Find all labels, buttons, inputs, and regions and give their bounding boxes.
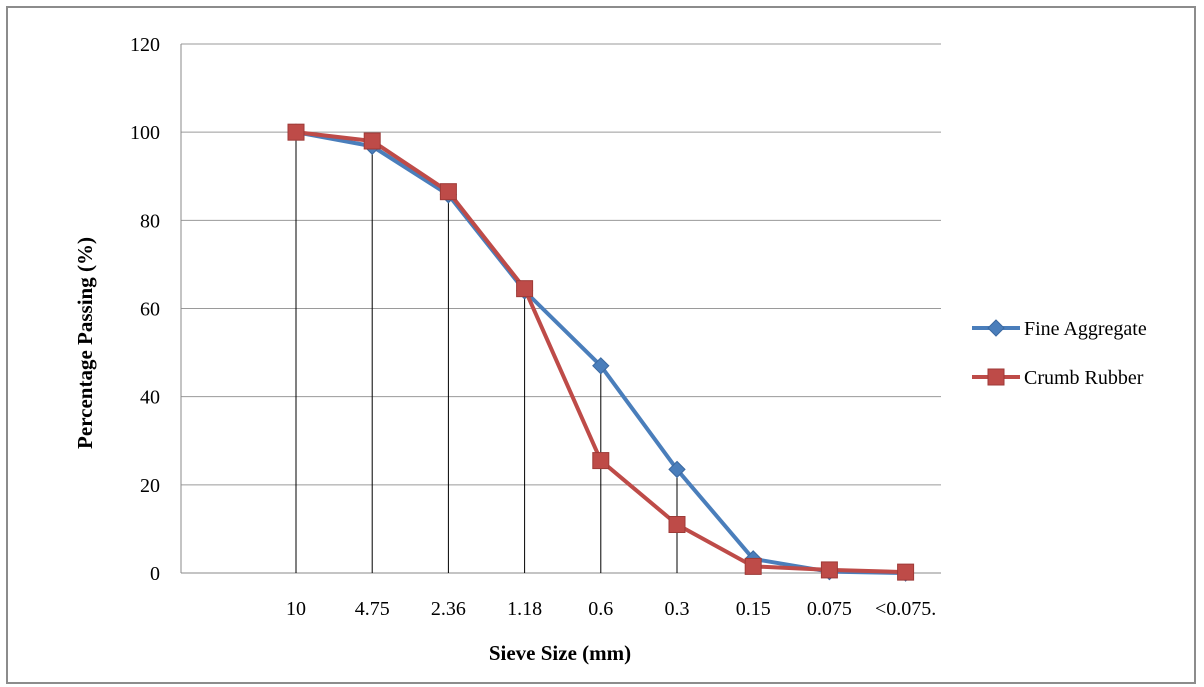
series-group bbox=[287, 123, 915, 582]
point-0-4 bbox=[592, 357, 610, 375]
point-0-5 bbox=[668, 460, 686, 479]
x-tick-labels: 10 4.75 2.36 1.18 0.6 0.3 0.15 0.075 <0.075. bbox=[286, 598, 936, 620]
y-axis-label: Percentage Passing (%) bbox=[73, 237, 97, 449]
y-tick-label-20: 20 bbox=[140, 475, 160, 497]
x-axis-label: Sieve Size (mm) bbox=[489, 641, 631, 665]
x-tick-label-2: 2.36 bbox=[431, 598, 466, 620]
point-1-6 bbox=[744, 557, 762, 575]
point-1-5 bbox=[668, 516, 686, 534]
point-1-7 bbox=[820, 561, 838, 579]
point-1-4 bbox=[592, 452, 610, 470]
point-1-3 bbox=[516, 280, 534, 298]
y-tick-label-80: 80 bbox=[140, 210, 160, 232]
y-tick-label-0: 0 bbox=[150, 563, 160, 585]
point-1-2 bbox=[439, 183, 457, 201]
x-tick-label-6: 0.15 bbox=[736, 598, 771, 620]
y-tick-label-120: 120 bbox=[130, 34, 160, 56]
y-tick-label-60: 60 bbox=[140, 299, 160, 321]
x-tick-label-5: 0.3 bbox=[665, 598, 690, 620]
x-tick-label-0: 10 bbox=[286, 598, 306, 620]
series-1 bbox=[287, 123, 915, 581]
x-tick-label-7: 0.075 bbox=[807, 598, 852, 620]
point-1-8 bbox=[897, 563, 915, 581]
legend: Fine Aggregate Crumb Rubber bbox=[972, 318, 1147, 389]
legend-marker-0 bbox=[987, 319, 1005, 337]
drop-lines bbox=[295, 132, 907, 573]
x-tick-label-1: 4.75 bbox=[355, 598, 390, 620]
legend-label-1: Crumb Rubber bbox=[1024, 367, 1144, 389]
y-tick-label-40: 40 bbox=[140, 387, 160, 409]
gridlines bbox=[180, 43, 941, 574]
y-tick-labels: 0 20 40 60 80 100 120 bbox=[130, 34, 160, 585]
x-tick-label-3: 1.18 bbox=[507, 598, 542, 620]
legend-marker-1 bbox=[987, 368, 1005, 386]
x-tick-label-8: <0.075. bbox=[875, 598, 936, 620]
point-1-1 bbox=[363, 132, 381, 150]
point-1-0 bbox=[287, 123, 305, 141]
legend-label-0: Fine Aggregate bbox=[1024, 318, 1147, 340]
y-tick-label-100: 100 bbox=[130, 122, 160, 144]
x-tick-label-4: 0.6 bbox=[588, 598, 613, 620]
